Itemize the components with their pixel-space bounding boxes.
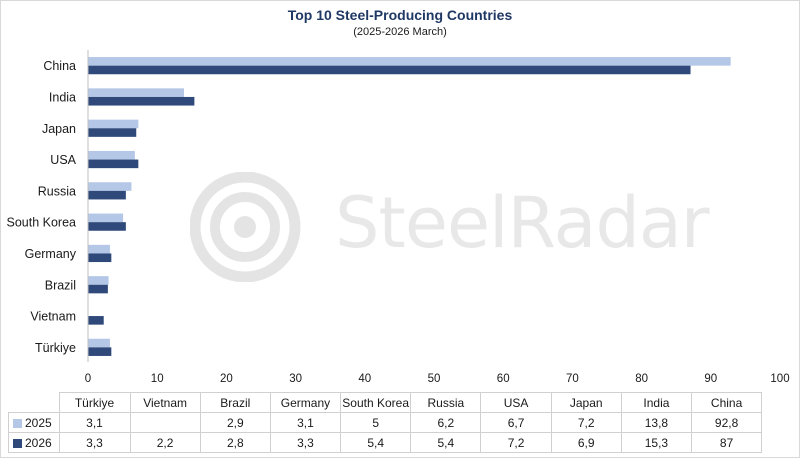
- table-value-cell: 7,2: [550, 412, 622, 433]
- watermark-logo: SteelRadar: [189, 171, 710, 283]
- x-tick-label: 0: [85, 373, 91, 385]
- series-legend-cell: 2025: [8, 412, 60, 433]
- table-header-cell: Japan: [550, 392, 622, 413]
- x-tick-label: 20: [220, 373, 233, 385]
- category-label: Türkiye: [35, 341, 76, 355]
- bar-2025-brazil: [88, 276, 109, 285]
- series-name: 2026: [25, 435, 52, 450]
- x-tick-label: 30: [289, 373, 302, 385]
- bar-2026-usa: [88, 159, 139, 169]
- bar-2026-russia: [88, 190, 126, 200]
- table-value-cell: 5,4: [410, 432, 482, 453]
- bar-2025-usa: [88, 150, 135, 160]
- category-label: Russia: [38, 184, 76, 198]
- table-header-cell: Brazil: [199, 392, 271, 413]
- table-value-cell: 6,2: [410, 412, 482, 433]
- x-tick-label: 50: [428, 373, 441, 385]
- series-name: 2025: [25, 415, 52, 430]
- category-label: USA: [50, 153, 76, 167]
- table-value-cell: 3,3: [58, 432, 131, 453]
- table-value-cell: 13,8: [620, 412, 693, 433]
- table-header-row: Türkiye Vietnam Brazil Germany South Korea Ru…: [8, 392, 763, 413]
- bar-2026-brazil: [88, 284, 108, 294]
- bar-2026-south-korea: [88, 222, 126, 231]
- watermark-text: SteelRadar: [335, 182, 710, 264]
- data-table: Türkiye Vietnam Brazil Germany South Korea Ru…: [8, 392, 763, 453]
- table-value-cell: 2,8: [199, 432, 271, 453]
- table-value-cell: [129, 412, 201, 433]
- bar-2025-russia: [88, 182, 132, 191]
- bar-2025-japan: [88, 119, 139, 129]
- table-value-cell: 2,9: [199, 412, 271, 433]
- table-header-cell: Türkiye: [58, 392, 131, 413]
- x-tick-label: 70: [566, 373, 579, 385]
- table-corner-cell: [8, 392, 60, 413]
- bar-2026-china: [88, 65, 691, 75]
- bar-2026-india: [88, 96, 195, 106]
- table-value-cell: 92,8: [690, 412, 763, 433]
- bar-2026-japan: [88, 128, 137, 137]
- table-value-cell: 6,7: [480, 412, 552, 433]
- category-label: Japan: [42, 122, 76, 136]
- bar-2026-vietnam: [88, 316, 104, 325]
- table-row-2025: 2025 3,1 2,9 3,1 5 6,2 6,7 7,2 13,8 92,8: [8, 412, 763, 433]
- table-value-cell: 15,3: [620, 432, 693, 453]
- x-tick-label: 80: [635, 373, 648, 385]
- table-header-cell: India: [620, 392, 693, 413]
- bar-2025-germany: [88, 244, 110, 254]
- watermark-icon: [189, 171, 301, 283]
- bars-group: [88, 57, 731, 356]
- table-value-cell: 7,2: [480, 432, 552, 453]
- table-value-cell: 6,9: [550, 432, 622, 453]
- series-legend-cell: 2026: [8, 432, 60, 453]
- bar-chart: Türkiye Vietnam Brazil Germany South Korea Ru…: [7, 50, 790, 385]
- category-labels: Türkiye Vietnam Brazil Germany South Korea Ru…: [7, 59, 77, 355]
- category-label: Vietnam: [30, 310, 76, 324]
- bar-2025-t-rkiye: [88, 338, 110, 348]
- x-tick-label: 60: [497, 373, 510, 385]
- table-value-cell: 5: [340, 412, 412, 433]
- category-label: Germany: [25, 247, 77, 261]
- x-tick-label: 90: [704, 373, 717, 385]
- chart-title: Top 10 Steel-Producing Countries: [287, 7, 513, 23]
- table-value-cell: 3,1: [269, 412, 342, 433]
- table-value-cell: 5,4: [340, 432, 412, 453]
- table-header-cell: South Korea: [340, 392, 412, 413]
- legend-swatch: [13, 418, 22, 428]
- chart-subtitle: (2025-2026 March): [353, 26, 447, 38]
- table-header-cell: Germany: [269, 392, 342, 413]
- table-header-cell: Vietnam: [129, 392, 201, 413]
- table-header-cell: Russia: [410, 392, 482, 413]
- table-value-cell: 87: [690, 432, 763, 453]
- category-label: Brazil: [45, 278, 76, 292]
- table-value-cell: 3,1: [58, 412, 131, 433]
- table-header-cell: China: [690, 392, 763, 413]
- category-label: China: [43, 59, 76, 73]
- category-label: India: [49, 90, 76, 104]
- x-tick-label: 10: [151, 373, 164, 385]
- table-value-cell: 2,2: [129, 432, 201, 453]
- x-axis-ticks: 0 10 20 30 40 50 60 70 80 90 100: [85, 373, 790, 385]
- x-tick-label: 100: [770, 373, 789, 385]
- bar-2026-t-rkiye: [88, 347, 112, 356]
- x-tick-label: 40: [358, 373, 371, 385]
- bar-2025-china: [88, 57, 731, 66]
- category-label: South Korea: [7, 216, 77, 230]
- legend-swatch: [13, 438, 22, 448]
- bar-2026-germany: [88, 253, 112, 263]
- table-header-cell: USA: [480, 392, 552, 413]
- bar-2025-south-korea: [88, 213, 124, 223]
- table-value-cell: 3,3: [269, 432, 342, 453]
- table-row-2026: 2026 3,3 2,2 2,8 3,3 5,4 5,4 7,2 6,9 15,3 87: [8, 432, 763, 453]
- bar-2025-india: [88, 88, 184, 97]
